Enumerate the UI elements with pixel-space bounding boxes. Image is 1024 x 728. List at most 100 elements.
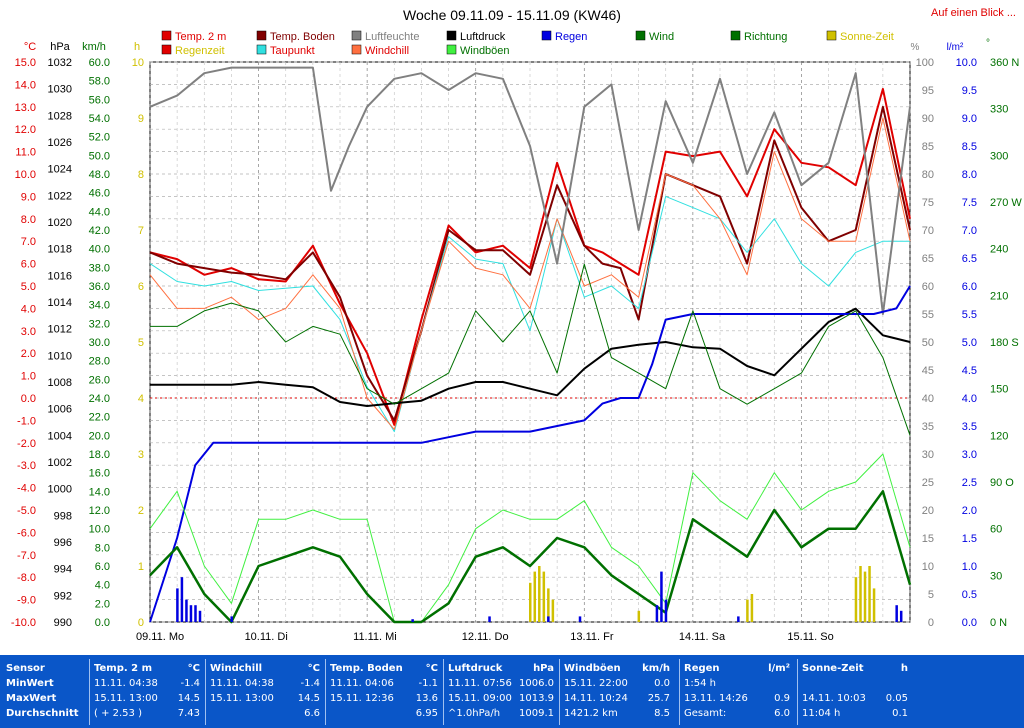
hours-tick: 9 bbox=[138, 113, 144, 125]
regenzeit-bar bbox=[176, 588, 179, 622]
wind-tick: 16.0 bbox=[89, 468, 110, 480]
sonne-zeit-bar bbox=[538, 566, 541, 622]
stats-header: Regen l/m² bbox=[684, 661, 792, 676]
wind-tick: 50.0 bbox=[89, 150, 110, 162]
chart-title: Woche 09.11.09 - 15.11.09 (KW46) bbox=[403, 7, 621, 23]
temp-tick: 15.0 bbox=[15, 57, 36, 69]
legend-swatch bbox=[446, 30, 457, 41]
hours-tick: 1 bbox=[138, 561, 144, 573]
hum-tick: 100 bbox=[916, 57, 934, 69]
temp-tick: 3.0 bbox=[21, 326, 36, 338]
stats-value: 7.43 bbox=[177, 708, 200, 719]
stats-row: 11.11. 04:06 -1.1 bbox=[330, 676, 440, 691]
temp-boden-line bbox=[149, 105, 911, 422]
legend-swatch bbox=[351, 30, 362, 41]
hum-tick: 35 bbox=[922, 421, 934, 433]
stats-header-name: Regen bbox=[684, 663, 720, 674]
temp-tick: 7.0 bbox=[21, 236, 36, 248]
stats-header-unit: hPa bbox=[533, 663, 554, 674]
wind-tick: 14.0 bbox=[89, 486, 110, 498]
rain-tick: 2.5 bbox=[962, 477, 977, 489]
dir-tick: 30 bbox=[990, 570, 1002, 582]
stats-row: 1421.2 km 8.5 bbox=[564, 706, 672, 721]
rain-tick: 4.5 bbox=[962, 365, 977, 377]
day-label: 13.11. Fr bbox=[570, 631, 614, 643]
overview-link[interactable]: Auf einen Blick ... bbox=[931, 7, 1016, 19]
stats-col-regen: Regen l/m² 1:54 h 13.11. 14:26 0.9 Gesamt: 6.0 bbox=[684, 655, 792, 728]
stats-time: ( + 2.53 ) bbox=[94, 708, 142, 719]
rain-tick: 1.0 bbox=[962, 561, 977, 573]
wind-tick: 48.0 bbox=[89, 169, 110, 181]
stats-row: 14.11. 10:24 25.7 bbox=[564, 691, 672, 706]
stats-value: 1013.9 bbox=[519, 693, 554, 704]
stats-value: 6.0 bbox=[774, 708, 790, 719]
stats-separator bbox=[559, 659, 560, 725]
wind-tick: 38.0 bbox=[89, 262, 110, 274]
stats-time: 11.11. 04:38 bbox=[210, 678, 274, 689]
dir-tick: 330 bbox=[990, 104, 1008, 116]
wind-tick: 18.0 bbox=[89, 449, 110, 461]
stats-value: 0.05 bbox=[885, 693, 908, 704]
wind-tick: 2.0 bbox=[95, 598, 110, 610]
rain-unit: l/m² bbox=[947, 42, 964, 53]
stats-value: -1.1 bbox=[418, 678, 438, 689]
hum-tick: 95 bbox=[922, 85, 934, 97]
stats-header-name: Windchill bbox=[210, 663, 263, 674]
weather-week-chart: 09.11. Mo 10.11. Di 11.11. Mi 12.11. Do 13.1… bbox=[11, 7, 1022, 643]
hum-tick: 0 bbox=[928, 617, 934, 629]
temp-tick: 14.0 bbox=[15, 79, 36, 91]
hours-tick: 6 bbox=[138, 281, 144, 293]
press-tick: 1016 bbox=[48, 270, 72, 282]
press-tick: 1002 bbox=[48, 457, 72, 469]
temp-tick: -10.0 bbox=[11, 617, 36, 629]
sonne-zeit-bar bbox=[533, 571, 537, 622]
press-tick: 998 bbox=[54, 510, 72, 522]
hum-tick: 45 bbox=[922, 365, 934, 377]
sonne-zeit-bar bbox=[872, 588, 876, 622]
legend-swatch bbox=[635, 30, 646, 41]
stats-header-unit: h bbox=[900, 663, 908, 674]
wind-tick: 56.0 bbox=[89, 94, 110, 106]
press-tick: 1006 bbox=[48, 404, 72, 416]
stats-row: 6.95 bbox=[330, 706, 440, 721]
press-tick: 1000 bbox=[48, 484, 72, 496]
taupunkt-line bbox=[149, 195, 910, 433]
wind-tick: 22.0 bbox=[89, 412, 110, 424]
rain-tick: 6.5 bbox=[962, 253, 977, 265]
legend-label: Sonne-Zeit bbox=[840, 31, 894, 43]
day-label: 09.11. Mo bbox=[136, 631, 184, 643]
temp-tick: -6.0 bbox=[17, 527, 36, 539]
dir-tick: 240 bbox=[990, 244, 1008, 256]
stats-value: 14.5 bbox=[177, 693, 200, 704]
temp-tick: -2.0 bbox=[17, 438, 36, 450]
stats-col-boeen: Windböen km/h 15.11. 22:00 0.0 14.11. 10:24 2… bbox=[564, 655, 672, 728]
stats-header-name: Sonne-Zeit bbox=[802, 663, 864, 674]
rain-tick: 5.5 bbox=[962, 309, 977, 321]
stats-separator bbox=[205, 659, 206, 725]
stats-time: 11.11. 04:38 bbox=[94, 678, 158, 689]
windb-en-line bbox=[149, 453, 911, 623]
stats-value: 6.6 bbox=[304, 708, 320, 719]
legend-swatch bbox=[826, 30, 837, 41]
temp-tick: -4.0 bbox=[17, 483, 36, 495]
wind-tick: 44.0 bbox=[89, 206, 110, 218]
regenzeit-bar bbox=[411, 619, 414, 622]
stats-row: 14.11. 10:03 0.05 bbox=[802, 691, 910, 706]
stats-time: 11:04 h bbox=[802, 708, 841, 719]
sonne-zeit-bar bbox=[551, 599, 555, 622]
stats-row: ^1.0hPa/h 1009.1 bbox=[448, 706, 556, 721]
stats-header: Windböen km/h bbox=[564, 661, 672, 676]
hum-tick: 60 bbox=[922, 281, 934, 293]
stats-row: 15.11. 09:00 1013.9 bbox=[448, 691, 556, 706]
regenzeit-bar bbox=[655, 605, 659, 622]
rain-tick: 6.0 bbox=[962, 281, 977, 293]
hum-tick: 15 bbox=[922, 533, 934, 545]
dir-unit: ° bbox=[986, 38, 990, 49]
regenzeit-bar bbox=[660, 571, 663, 622]
stats-row: 15.11. 13:00 14.5 bbox=[94, 691, 202, 706]
regenzeit-bar bbox=[230, 616, 233, 622]
dir-tick: 300 bbox=[990, 150, 1008, 162]
stats-time: 15.11. 12:36 bbox=[330, 693, 394, 704]
day-label: 11.11. Mi bbox=[353, 631, 397, 643]
press-tick: 992 bbox=[54, 590, 72, 602]
